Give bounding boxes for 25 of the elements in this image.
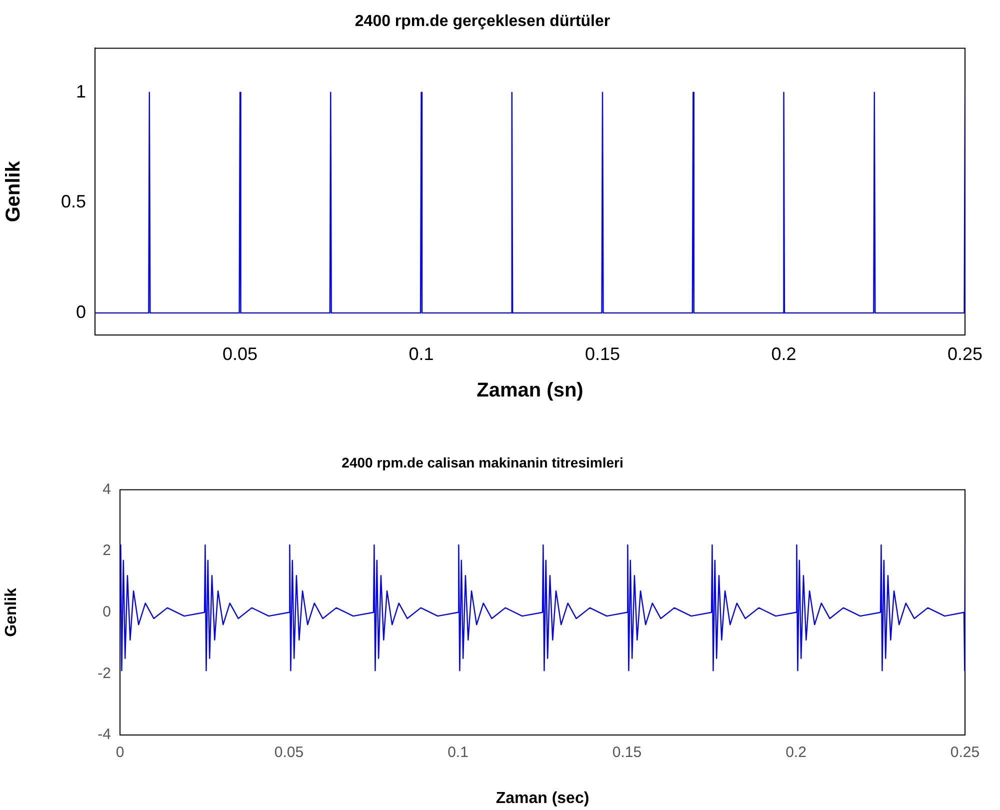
chart-title: 2400 rpm.de gerçeklesen dürtüler <box>354 13 610 30</box>
y-tick-label: 0 <box>76 302 86 322</box>
x-tick-label: 0.2 <box>771 344 796 364</box>
x-tick-label: 0 <box>116 744 124 762</box>
y-tick-label: 4 <box>102 480 111 498</box>
y-tick-label: -4 <box>98 726 111 744</box>
chart-title: 2400 rpm.de calisan makinanin titresimleri <box>342 454 624 470</box>
x-axis-title: Zaman (sec) <box>496 790 590 807</box>
y-axis-title: Genlik <box>3 588 20 637</box>
y-tick-label: 0 <box>102 604 111 621</box>
y-axis-title: Genlik <box>2 160 25 222</box>
x-axis-title: Zaman (sn) <box>476 380 584 402</box>
y-tick-label: 2 <box>102 542 111 560</box>
x-tick-label: 0.05 <box>274 744 304 762</box>
x-tick-label: 0.1 <box>408 344 434 364</box>
x-tick-label: 0.05 <box>222 344 258 364</box>
y-tick-label: 1 <box>76 81 86 102</box>
x-tick-label: 0.1 <box>448 744 468 762</box>
y-tick-label: -2 <box>98 664 111 682</box>
x-tick-label: 0.15 <box>584 344 620 364</box>
x-tick-label: 0.2 <box>786 744 806 762</box>
y-tick-label: 0.5 <box>60 192 86 212</box>
x-tick-label: 0.25 <box>950 744 980 762</box>
x-tick-label: 0.25 <box>947 344 983 364</box>
x-tick-label: 0.15 <box>612 744 642 762</box>
